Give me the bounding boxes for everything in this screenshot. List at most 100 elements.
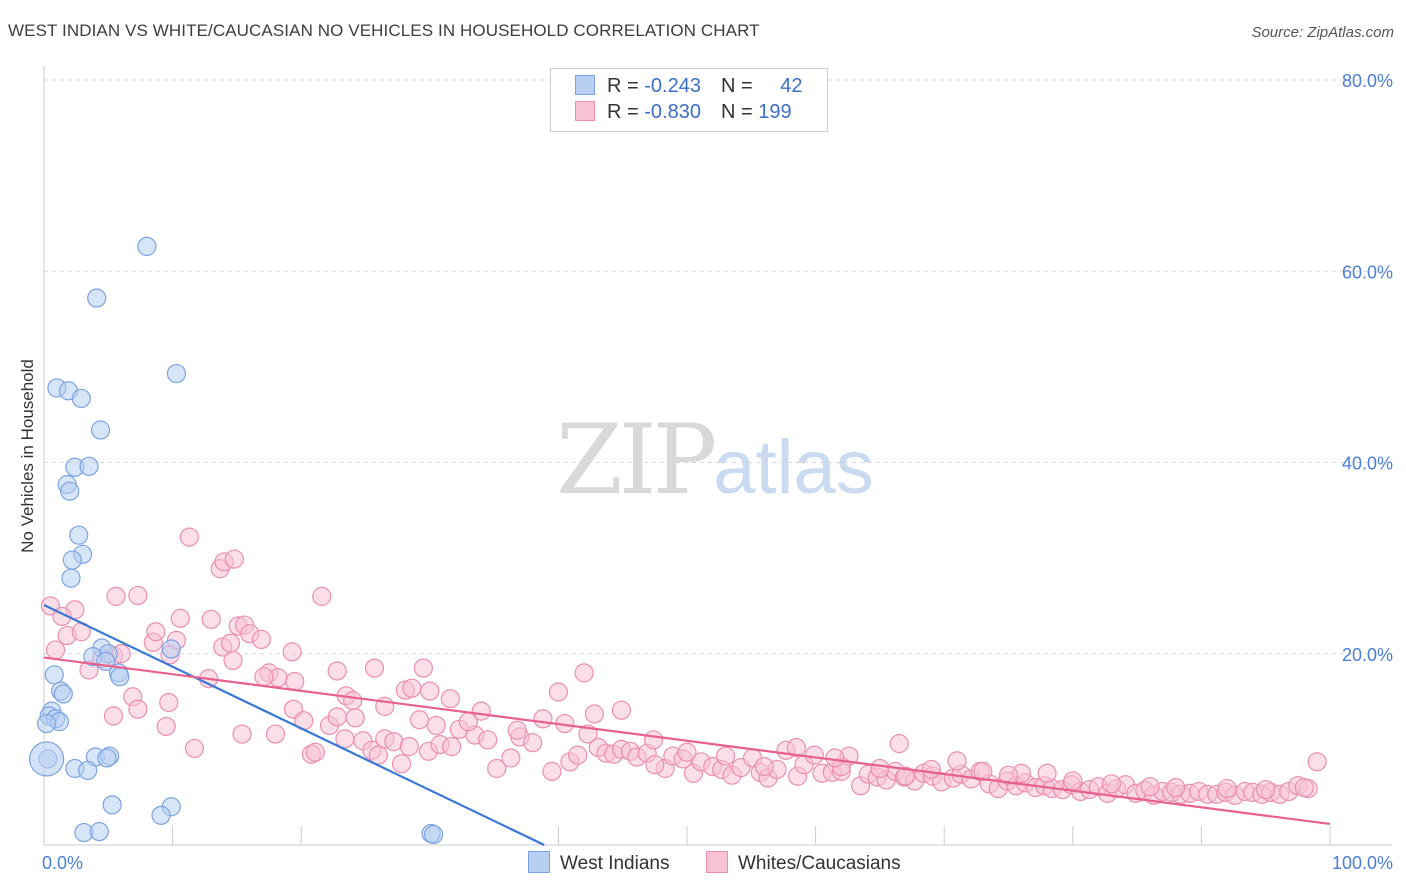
watermark: ZIPatlas	[556, 404, 874, 516]
white-point	[487, 758, 507, 779]
white-point	[1063, 771, 1083, 791]
west-indian-point	[61, 568, 81, 588]
white-point	[409, 710, 430, 730]
white-point	[391, 754, 412, 774]
white-point	[305, 742, 325, 762]
white-point	[285, 671, 305, 692]
white-point	[1140, 777, 1160, 797]
west-indian-point	[110, 667, 130, 687]
white-point	[998, 765, 1019, 785]
white-point	[128, 699, 148, 719]
gridlines	[44, 79, 1392, 655]
west-indian-point	[69, 525, 89, 545]
west-indian-point	[53, 684, 73, 704]
trend-lines	[43, 603, 1331, 846]
white-point	[413, 658, 433, 678]
white-point	[159, 692, 179, 713]
west-indian-point	[89, 822, 109, 842]
white-point	[542, 761, 562, 781]
white-point	[804, 745, 824, 765]
white-point	[327, 707, 347, 727]
white-point	[223, 650, 243, 671]
white-point	[364, 658, 385, 678]
white-point	[611, 700, 632, 720]
white-point	[224, 549, 244, 569]
white-point	[574, 663, 594, 683]
white-point	[345, 708, 365, 728]
white-point	[889, 734, 909, 754]
white-point	[327, 661, 347, 681]
white-point	[1101, 774, 1121, 794]
white-point	[399, 736, 419, 757]
legend-row-west-indians: R = -0.243 N = 42	[575, 75, 802, 101]
source-label: Source: ZipAtlas.com	[1251, 24, 1394, 41]
west-indian-trend-line	[43, 603, 545, 846]
white-trend-line	[43, 656, 1331, 826]
west-indian-point	[79, 456, 99, 476]
west-indian-point	[44, 665, 64, 685]
white-point	[179, 527, 199, 547]
west-indian-point	[97, 748, 117, 768]
white-point	[523, 733, 543, 753]
white-point	[251, 629, 271, 650]
west-indian-point	[166, 363, 187, 384]
white-point	[1217, 778, 1237, 799]
x-tick-label: 100.0%	[1332, 853, 1393, 873]
white-point	[146, 622, 166, 642]
white-point	[715, 746, 736, 766]
white-point	[645, 755, 665, 775]
white-point	[220, 633, 241, 653]
white-point	[420, 681, 440, 701]
correlation-legend: R = -0.243 N = 42 R = -0.830 N = 199	[550, 68, 828, 132]
white-point	[282, 642, 302, 662]
n-value: 42	[780, 75, 803, 97]
blue-swatch	[528, 851, 550, 873]
white-point	[232, 724, 252, 744]
white-point	[106, 586, 126, 606]
white-point	[343, 691, 363, 711]
white-point	[1256, 779, 1276, 800]
white-point	[184, 738, 205, 759]
white-point	[947, 751, 967, 771]
white-point	[1294, 778, 1314, 798]
white-point	[368, 745, 388, 765]
white-point	[921, 759, 941, 780]
white-point	[458, 712, 478, 732]
west-indian-point-large	[28, 741, 65, 777]
white-point	[45, 640, 66, 660]
west-indian-point	[71, 388, 91, 409]
white-point	[170, 608, 190, 628]
white-point	[254, 667, 274, 687]
data-points	[28, 236, 1327, 845]
white-point	[478, 730, 498, 750]
white-point	[677, 742, 697, 762]
tick-labels: 20.0% 40.0% 60.0% 80.0% 0.0% 100.0%	[42, 71, 1393, 873]
white-point	[973, 761, 993, 781]
west-indian-point	[424, 824, 444, 845]
pink-swatch	[706, 851, 728, 873]
white-point	[440, 689, 460, 709]
white-point	[265, 724, 286, 744]
white-point	[1166, 778, 1186, 798]
x-tick-label: 0.0%	[42, 853, 83, 873]
white-point	[548, 682, 569, 702]
r-value: -0.243	[644, 75, 701, 97]
series-legend: West Indians Whites/Caucasians	[0, 851, 1406, 879]
white-point	[402, 678, 422, 698]
chart-title: WEST INDIAN VS WHITE/CAUCASIAN NO VEHICL…	[8, 21, 760, 40]
white-point	[156, 716, 176, 737]
y-tick-label: 60.0%	[1342, 262, 1393, 282]
n-value: 199	[758, 101, 792, 123]
r-value: -0.830	[644, 101, 701, 123]
white-point	[1037, 763, 1057, 783]
white-point	[103, 706, 124, 726]
blue-swatch	[575, 75, 595, 95]
white-point	[201, 609, 221, 629]
west-indian-point	[78, 760, 98, 781]
west-indian-point	[60, 481, 80, 501]
white-point	[507, 720, 527, 740]
west-indian-point	[161, 639, 181, 659]
y-tick-label: 20.0%	[1342, 645, 1393, 665]
legend-item-whites: Whites/Caucasians	[706, 851, 901, 875]
